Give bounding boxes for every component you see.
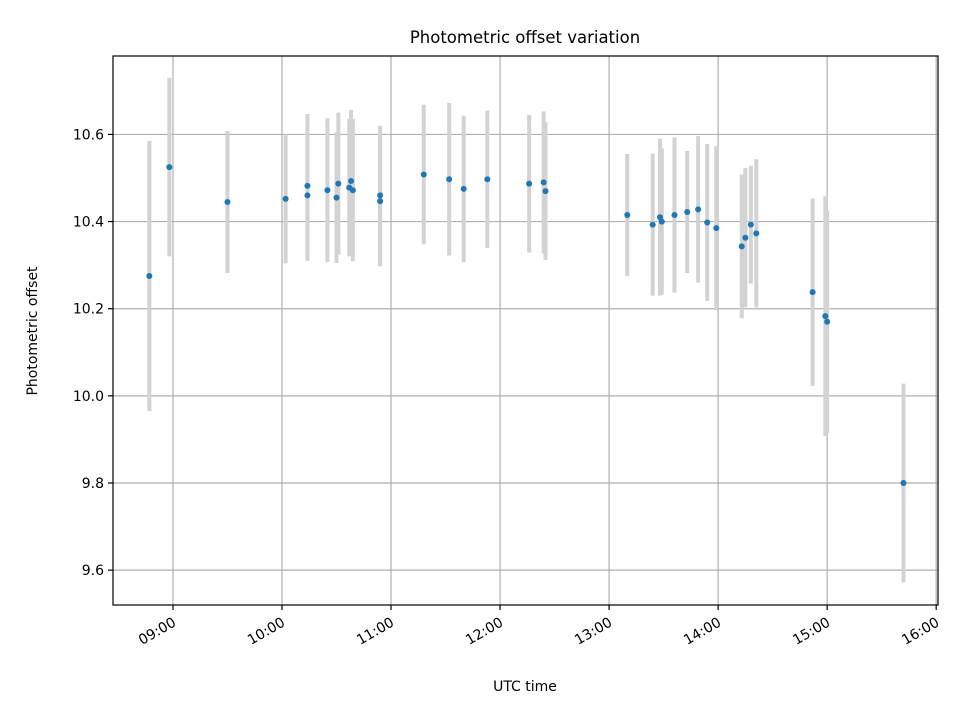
data-point — [822, 313, 829, 320]
data-point — [526, 180, 533, 187]
data-point — [377, 198, 384, 205]
data-point — [333, 194, 340, 201]
plot-frame — [112, 55, 939, 606]
data-point — [324, 187, 331, 194]
data-point — [747, 221, 754, 228]
data-point — [658, 218, 665, 225]
y-tick-label: 10.6 — [73, 127, 104, 143]
y-tick-label: 10.4 — [73, 215, 104, 231]
data-point — [304, 182, 311, 189]
data-point — [649, 221, 656, 228]
data-point — [624, 212, 631, 219]
y-axis-label: Photometric offset — [25, 266, 41, 396]
data-point — [900, 480, 907, 486]
data-point — [460, 185, 467, 192]
data-point — [824, 318, 831, 325]
data-points — [146, 164, 907, 486]
y-tick-label: 9.8 — [82, 476, 104, 492]
plot-area — [113, 56, 938, 605]
data-point — [377, 192, 384, 199]
data-point — [704, 219, 711, 226]
data-point — [753, 230, 760, 237]
data-point — [713, 225, 720, 232]
data-point — [695, 206, 702, 213]
data-point — [671, 212, 678, 219]
data-point — [304, 192, 311, 199]
x-axis-label: UTC time — [493, 679, 557, 695]
data-point — [484, 176, 491, 183]
data-point — [742, 234, 749, 241]
y-tick-label: 9.6 — [82, 563, 104, 579]
chart-title: Photometric offset variation — [410, 28, 640, 47]
y-tick-label: 10.2 — [73, 302, 104, 318]
data-point — [335, 180, 342, 187]
data-point — [542, 188, 549, 195]
y-tick-label: 10.0 — [73, 389, 104, 405]
data-point — [684, 208, 691, 215]
data-point — [809, 289, 816, 296]
data-point — [224, 198, 231, 205]
data-point — [166, 164, 173, 171]
data-point — [420, 171, 427, 178]
data-point — [146, 273, 153, 280]
data-point — [349, 187, 356, 194]
data-point — [282, 195, 289, 202]
y-axis-ticks: 9.6 9.8 10.0 10.2 10.4 10.6 — [73, 127, 113, 579]
data-point — [446, 176, 453, 183]
data-point — [348, 178, 355, 185]
data-point — [738, 243, 745, 250]
data-point — [540, 179, 547, 186]
